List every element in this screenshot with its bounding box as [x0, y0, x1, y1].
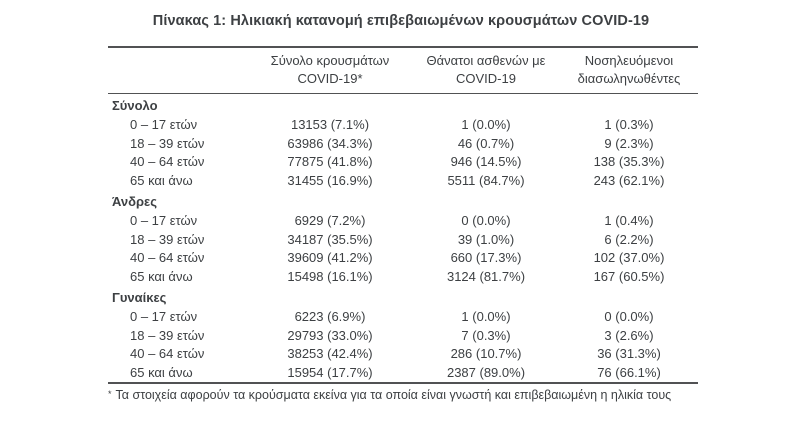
table-row: 65 και άνω 31455 (16.9%) 5511 (84.7%) 24…: [108, 172, 698, 191]
age-label: 40 – 64 ετών: [130, 250, 205, 265]
age-label: 18 – 39 ετών: [130, 327, 205, 343]
cases-value: 15498 (16.1%): [287, 268, 373, 284]
table-row: 65 και άνω 15498 (16.1%) 3124 (81.7%) 16…: [108, 268, 698, 287]
header-total-cases-line1: Σύνολο κρουσμάτων: [270, 53, 390, 68]
header-total-cases-column: Σύνολο κρουσμάτων COVID-19*: [248, 52, 412, 88]
intubated-value: 6 (2.2%): [604, 231, 654, 247]
footnote: * Τα στοιχεία αφορούν τα κρούσματα εκείνα…: [108, 387, 708, 403]
cases-value: 63986 (34.3%): [287, 135, 373, 151]
table-row: 40 – 64 ετών 77875 (41.8%) 946 (14.5%) 1…: [108, 153, 698, 172]
cases-value: 31455 (16.9%): [287, 172, 373, 188]
deaths-value: 286 (10.7%): [450, 346, 522, 361]
intubated-value: 0 (0.0%): [604, 309, 654, 324]
cases-value: 13153 (7.1%): [290, 117, 370, 132]
header-deaths-column: Θάνατοι ασθενών με COVID-19: [412, 52, 560, 88]
header-intubated-line1: Νοσηλευόμενοι: [584, 53, 674, 68]
age-label: 0 – 17 ετών: [130, 213, 198, 228]
section-label-total: Σύνολο: [112, 98, 158, 113]
intubated-value: 3 (2.6%): [604, 327, 654, 343]
table-row: 65 και άνω 15954 (17.7%) 2387 (89.0%) 76…: [108, 364, 698, 383]
intubated-value: 36 (31.3%): [597, 346, 661, 361]
deaths-value: 946 (14.5%): [450, 154, 522, 169]
cases-value: 39609 (41.2%): [287, 250, 373, 265]
deaths-value: 660 (17.3%): [450, 250, 522, 265]
table-row: 40 – 64 ετών 39609 (41.2%) 660 (17.3%) 1…: [108, 249, 698, 268]
table-row: 40 – 64 ετών 38253 (42.4%) 286 (10.7%) 3…: [108, 345, 698, 364]
age-label: 40 – 64 ετών: [130, 154, 205, 169]
intubated-value: 138 (35.3%): [593, 154, 665, 169]
header-deaths-line2: COVID-19: [456, 71, 516, 86]
intubated-value: 1 (0.3%): [604, 117, 654, 132]
age-label: 18 – 39 ετών: [130, 135, 205, 151]
cases-value: 34187 (35.5%): [287, 231, 373, 247]
intubated-value: 9 (2.3%): [604, 135, 654, 151]
cases-value: 77875 (41.8%): [287, 154, 373, 169]
table-row: 18 – 39 ετών 34187 (35.5%) 39 (1.0%) 6 (…: [108, 231, 698, 250]
deaths-value: 7 (0.3%): [461, 327, 511, 343]
table-row: 0 – 17 ετών 13153 (7.1%) 1 (0.0%) 1 (0.3…: [108, 116, 698, 135]
section-label-men: Άνδρες: [112, 194, 157, 209]
table-body: Σύνολο 0 – 17 ετών 13153 (7.1%) 1 (0.0%)…: [108, 94, 698, 382]
table-row: 18 – 39 ετών 29793 (33.0%) 7 (0.3%) 3 (2…: [108, 327, 698, 346]
intubated-value: 1 (0.4%): [604, 213, 654, 228]
deaths-value: 0 (0.0%): [461, 213, 511, 228]
age-label: 65 και άνω: [130, 172, 193, 188]
deaths-value: 2387 (89.0%): [446, 364, 526, 380]
deaths-value: 1 (0.0%): [461, 117, 511, 132]
footnote-asterisk: *: [108, 389, 112, 399]
cases-value: 15954 (17.7%): [287, 364, 373, 380]
section-label-women: Γυναίκες: [112, 290, 167, 305]
header-intubated-column: Νοσηλευόμενοι διασωληνωθέντες: [560, 52, 698, 88]
cases-value: 6929 (7.2%): [294, 213, 366, 228]
table-title: Πίνακας 1: Ηλικιακή κατανομή επιβεβαιωμέ…: [152, 13, 650, 29]
intubated-value: 243 (62.1%): [593, 172, 665, 188]
table-row: 18 – 39 ετών 63986 (34.3%) 46 (0.7%) 9 (…: [108, 135, 698, 154]
deaths-value: 46 (0.7%): [457, 135, 515, 151]
header-total-cases-line2: COVID-19*: [297, 71, 363, 86]
intubated-value: 167 (60.5%): [593, 268, 665, 284]
intubated-value: 76 (66.1%): [597, 364, 661, 380]
table-header-row: Σύνολο κρουσμάτων COVID-19* Θάνατοι ασθε…: [108, 48, 698, 94]
table-row: 0 – 17 ετών 6929 (7.2%) 0 (0.0%) 1 (0.4%…: [108, 212, 698, 231]
footnote-text: Τα στοιχεία αφορούν τα κρούσματα εκείνα …: [115, 388, 672, 402]
covid-age-distribution-table: Σύνολο κρουσμάτων COVID-19* Θάνατοι ασθε…: [108, 46, 698, 384]
header-empty-cell: [108, 52, 248, 88]
deaths-value: 39 (1.0%): [457, 231, 515, 247]
deaths-value: 3124 (81.7%): [446, 268, 526, 284]
intubated-value: 102 (37.0%): [593, 250, 665, 265]
header-intubated-line2: διασωληνωθέντες: [577, 71, 681, 86]
age-label: 0 – 17 ετών: [130, 117, 198, 132]
cases-value: 38253 (42.4%): [287, 346, 373, 361]
header-deaths-line1: Θάνατοι ασθενών με: [426, 53, 546, 68]
deaths-value: 5511 (84.7%): [447, 172, 525, 188]
table-row: 0 – 17 ετών 6223 (6.9%) 1 (0.0%) 0 (0.0%…: [108, 308, 698, 327]
age-label: 18 – 39 ετών: [130, 231, 205, 247]
age-label: 0 – 17 ετών: [130, 309, 198, 324]
deaths-value: 1 (0.0%): [461, 309, 511, 324]
cases-value: 6223 (6.9%): [294, 309, 366, 324]
age-label: 65 και άνω: [130, 364, 193, 380]
age-label: 40 – 64 ετών: [130, 346, 205, 361]
age-label: 65 και άνω: [130, 268, 193, 284]
cases-value: 29793 (33.0%): [287, 327, 373, 343]
